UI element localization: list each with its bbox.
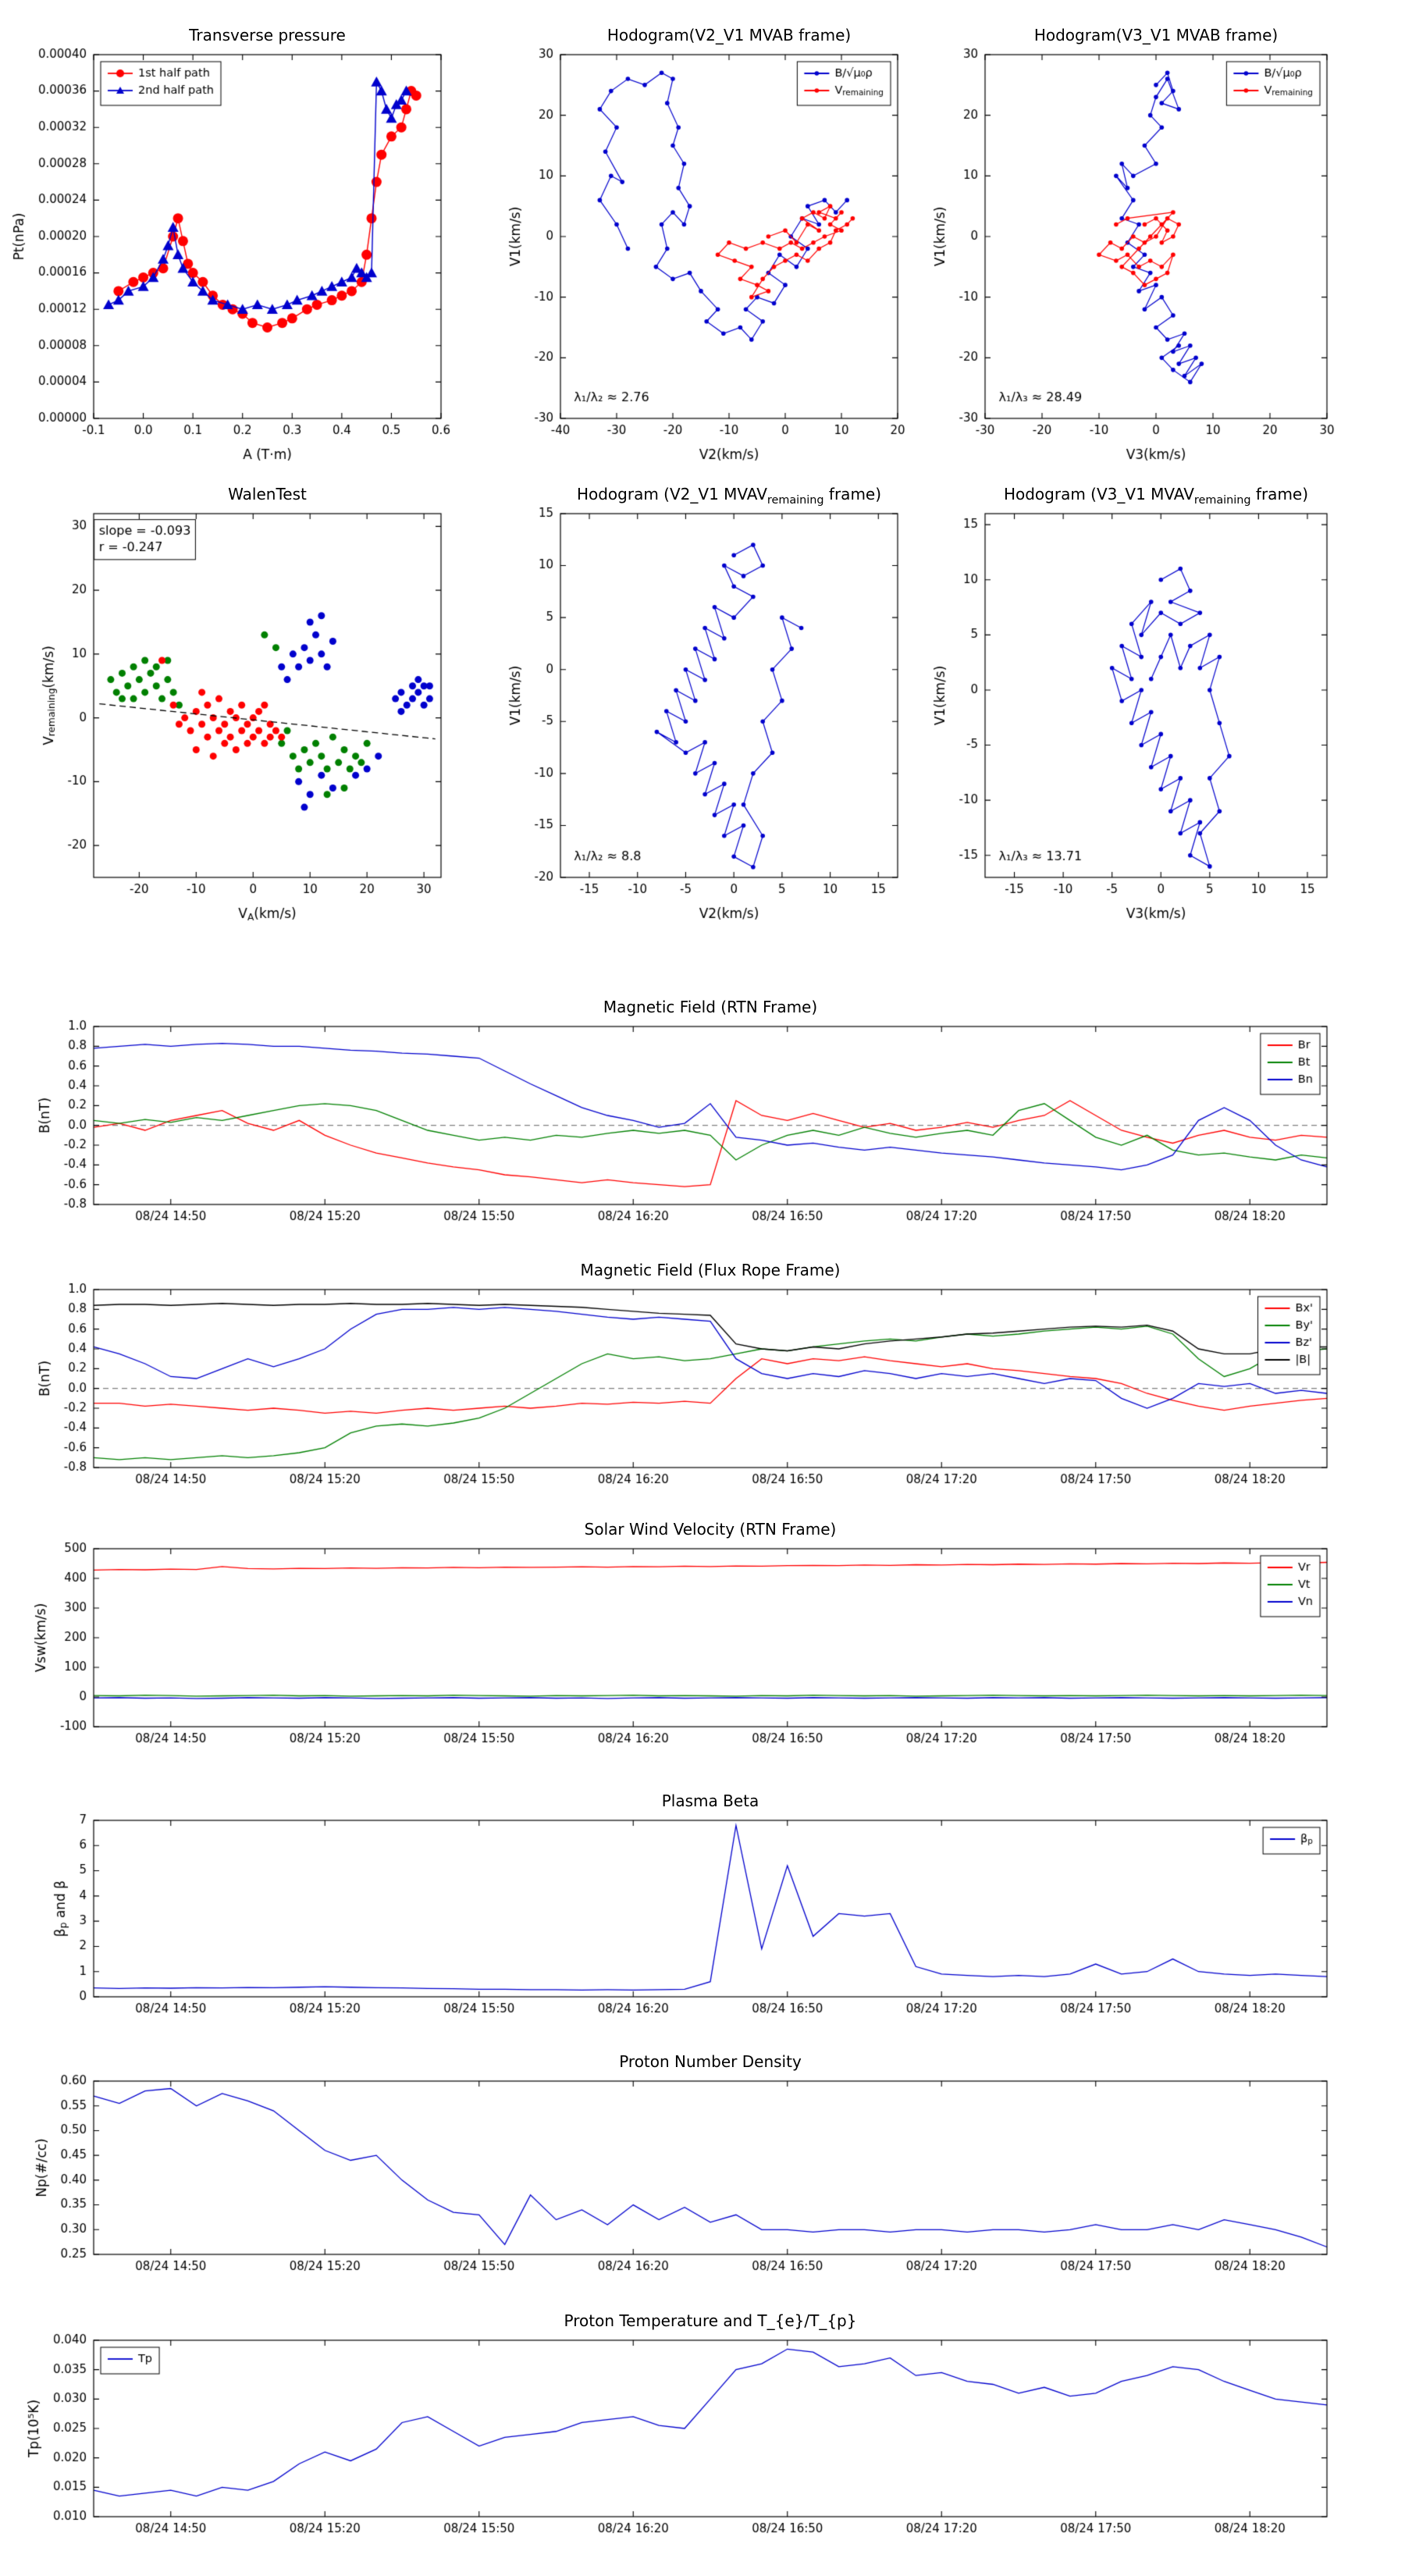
title-solar-wind-velocity: Solar Wind Velocity (RTN Frame): [584, 1520, 837, 1539]
title-transverse-pressure: Transverse pressure: [189, 26, 346, 44]
title-magnetic-field-rtn: Magnetic Field (RTN Frame): [603, 998, 818, 1016]
title-hodogram-v3v1-mvab: Hodogram(V3_V1 MVAB frame): [1033, 26, 1279, 44]
title-hodogram-v3v1-mvav: Hodogram (V3_V1 MVAVremaining frame): [1003, 485, 1309, 507]
title-magnetic-field-flux-rope: Magnetic Field (Flux Rope Frame): [580, 1261, 841, 1279]
title-proton-number-density: Proton Number Density: [619, 2052, 802, 2071]
title-hodogram-v2v1-mvav: Hodogram (V2_V1 MVAVremaining frame): [576, 485, 882, 507]
title-hodogram-v2v1-mvab: Hodogram(V2_V1 MVAB frame): [606, 26, 852, 44]
title-proton-temperature: Proton Temperature and T_{e}/T_{p}: [564, 2311, 857, 2330]
title-walen-test: WalenTest: [228, 485, 307, 503]
title-plasma-beta: Plasma Beta: [661, 1791, 759, 1810]
